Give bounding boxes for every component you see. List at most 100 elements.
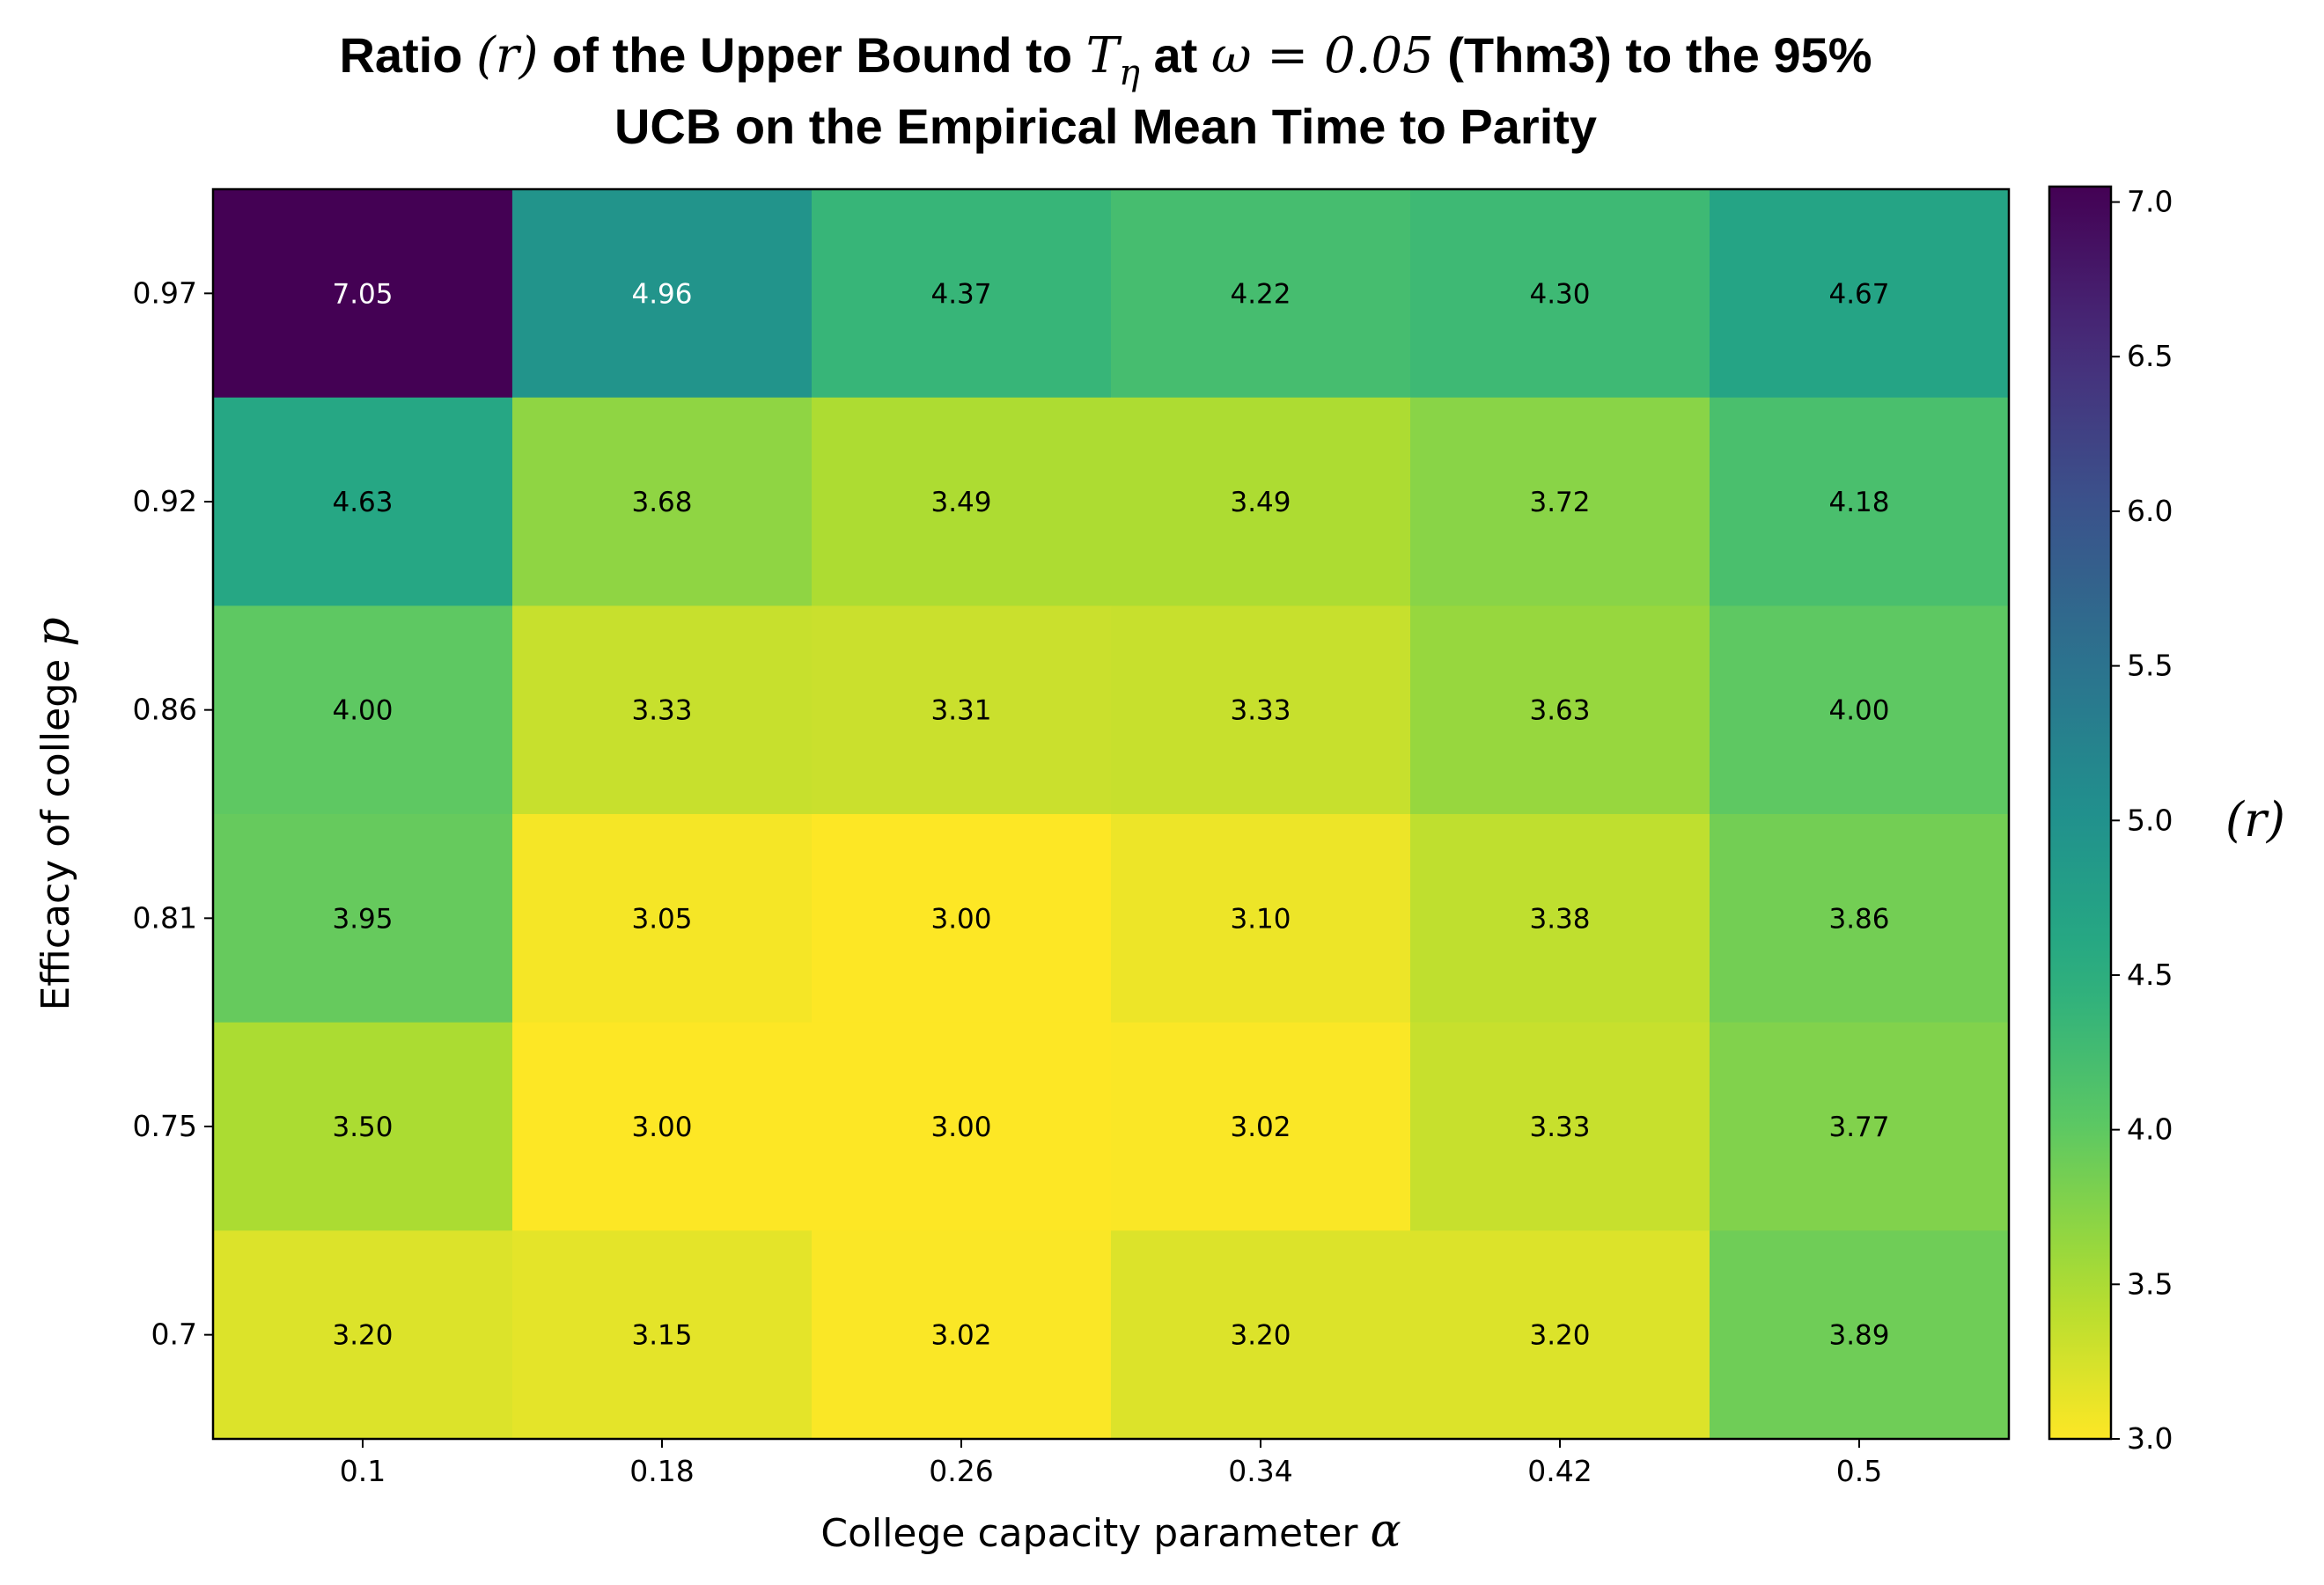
heatmap-cell — [1410, 189, 1710, 399]
heatmap-cell — [213, 1022, 513, 1231]
heatmap-cell — [512, 1230, 813, 1440]
heatmap-cell — [1111, 189, 1411, 399]
heatmap-cell — [213, 397, 513, 606]
heatmap-cell-label: 3.95 — [332, 903, 393, 935]
heatmap-cell-label: 3.63 — [1529, 695, 1590, 727]
colorbar-tick-label: 4.5 — [2127, 958, 2173, 992]
heatmap-cell-label: 4.96 — [631, 278, 692, 310]
y-tick-label: 0.86 — [133, 693, 197, 727]
heatmap-cell-label: 7.05 — [332, 278, 393, 310]
heatmap-cell-label: 3.49 — [930, 487, 991, 518]
heatmap-cell — [1710, 397, 2010, 606]
heatmap-cell-label: 3.00 — [930, 1112, 991, 1143]
heatmap-cell-label: 3.00 — [930, 903, 991, 935]
heatmap-cell-label: 3.33 — [631, 695, 692, 727]
heatmap-cell-label: 3.02 — [930, 1320, 991, 1352]
heatmap-cell — [512, 814, 813, 1024]
heatmap-cell — [1710, 814, 2010, 1024]
heatmap-cell-label: 4.22 — [1230, 278, 1291, 310]
heatmap-cell — [812, 814, 1112, 1024]
heatmap-cell — [213, 1230, 513, 1440]
x-tick-label: 0.42 — [1527, 1454, 1592, 1488]
y-tick-label: 0.97 — [133, 275, 197, 310]
heatmap-cell-label: 3.31 — [930, 695, 991, 727]
colorbar-tick-label: 3.0 — [2127, 1421, 2173, 1456]
heatmap-cell-label: 3.68 — [631, 487, 692, 518]
heatmap-cell — [512, 1022, 813, 1231]
colorbar-tick-label: 7.0 — [2127, 185, 2173, 219]
x-axis-label: College capacity parameter α — [820, 1505, 1401, 1558]
heatmap-cell — [1111, 814, 1411, 1024]
heatmap-cell-label: 3.20 — [332, 1320, 393, 1352]
y-tick-label: 0.92 — [133, 484, 197, 518]
heatmap-cell-label: 4.00 — [332, 695, 393, 727]
colorbar — [2048, 185, 2113, 1441]
colorbar-tick-label: 3.5 — [2127, 1266, 2173, 1301]
heatmap-cell — [1410, 814, 1710, 1024]
heatmap-cell — [213, 605, 513, 815]
heatmap-cell-label: 4.37 — [930, 278, 991, 310]
heatmap-cell — [1111, 605, 1411, 815]
heatmap-cell — [812, 1022, 1112, 1231]
heatmap-cell-label: 3.38 — [1529, 903, 1590, 935]
colorbar-tick-label: 6.0 — [2127, 494, 2173, 528]
heatmap-cell — [1111, 1230, 1411, 1440]
heatmap-cell-label: 4.18 — [1828, 487, 1889, 518]
heatmap-cell-label: 3.20 — [1529, 1320, 1590, 1352]
chart-title-line-2: UCB on the Empirical Mean Time to Parity — [614, 99, 1597, 154]
heatmap-cell-label: 3.49 — [1230, 487, 1291, 518]
heatmap-cell — [1410, 397, 1710, 606]
y-tick-label: 0.75 — [133, 1109, 197, 1143]
heatmap-cell — [812, 605, 1112, 815]
heatmap-cell-label: 3.50 — [332, 1112, 393, 1143]
heatmap-cell — [1710, 605, 2010, 815]
x-tick-label: 0.18 — [629, 1454, 694, 1488]
heatmap-cell-label: 3.20 — [1230, 1320, 1291, 1352]
heatmap-cell — [1710, 1022, 2010, 1231]
chart-title-line-1: Ratio (r) of the Upper Bound to Tη at ω … — [339, 27, 1872, 93]
heatmap-cell-label: 4.63 — [332, 487, 393, 518]
heatmap-cell — [1410, 1230, 1710, 1440]
heatmap-cell — [512, 397, 813, 606]
heatmap-cell — [1111, 1022, 1411, 1231]
heatmap-cell-labels: 7.05 4.96 4.37 4.22 4.30 4.67 4.63 3.68 3.49 3.49… — [332, 278, 1889, 1351]
heatmap-cell-label: 3.89 — [1828, 1320, 1889, 1352]
colorbar-ticks: 3.0 3.5 4.0 4.5 5.0 5.5 6.0 6.5 7.0 — [2111, 185, 2173, 1456]
heatmap-cell — [1111, 397, 1411, 606]
colorbar-tick-label: 5.5 — [2127, 649, 2173, 683]
heatmap-cell — [213, 814, 513, 1024]
heatmap-cell-label: 4.67 — [1828, 278, 1889, 310]
colorbar-tick-label: 4.0 — [2127, 1112, 2173, 1147]
heatmap-cell — [1410, 1022, 1710, 1231]
heatmap-cell-label: 3.00 — [631, 1112, 692, 1143]
heatmap-cell — [812, 189, 1112, 399]
x-tick-label: 0.1 — [340, 1454, 386, 1488]
colorbar-tick-label: 5.0 — [2127, 803, 2173, 837]
heatmap-cells — [213, 189, 2010, 1440]
y-tick-label: 0.81 — [133, 900, 197, 935]
heatmap-cell — [1410, 605, 1710, 815]
heatmap-cell — [213, 189, 513, 399]
heatmap-cell — [812, 397, 1112, 606]
heatmap-cell-label: 3.77 — [1828, 1112, 1889, 1143]
heatmap-cell — [512, 605, 813, 815]
heatmap-cell-label: 3.10 — [1230, 903, 1291, 935]
colorbar-label: (r) — [2225, 792, 2285, 848]
x-axis-ticks: 0.1 0.18 0.26 0.34 0.42 0.5 — [340, 1439, 1882, 1488]
heatmap-cell-label: 3.33 — [1230, 695, 1291, 727]
colorbar-tick-label: 6.5 — [2127, 339, 2173, 373]
heatmap-cell-label: 4.30 — [1529, 278, 1590, 310]
y-axis-ticks: 0.97 0.92 0.86 0.81 0.75 0.7 — [133, 275, 213, 1352]
heatmap-cell-label: 3.72 — [1529, 487, 1590, 518]
heatmap-cell — [512, 189, 813, 399]
heatmap-cell — [812, 1230, 1112, 1440]
heatmap-cell — [1710, 1230, 2010, 1440]
heatmap-cell — [1710, 189, 2010, 399]
heatmap-cell-label: 3.15 — [631, 1320, 692, 1352]
heatmap-cell-label: 4.00 — [1828, 695, 1889, 727]
x-tick-label: 0.34 — [1228, 1454, 1292, 1488]
heatmap-cell-label: 3.05 — [631, 903, 692, 935]
heatmap-cell-label: 3.33 — [1529, 1112, 1590, 1143]
x-tick-label: 0.26 — [929, 1454, 993, 1488]
